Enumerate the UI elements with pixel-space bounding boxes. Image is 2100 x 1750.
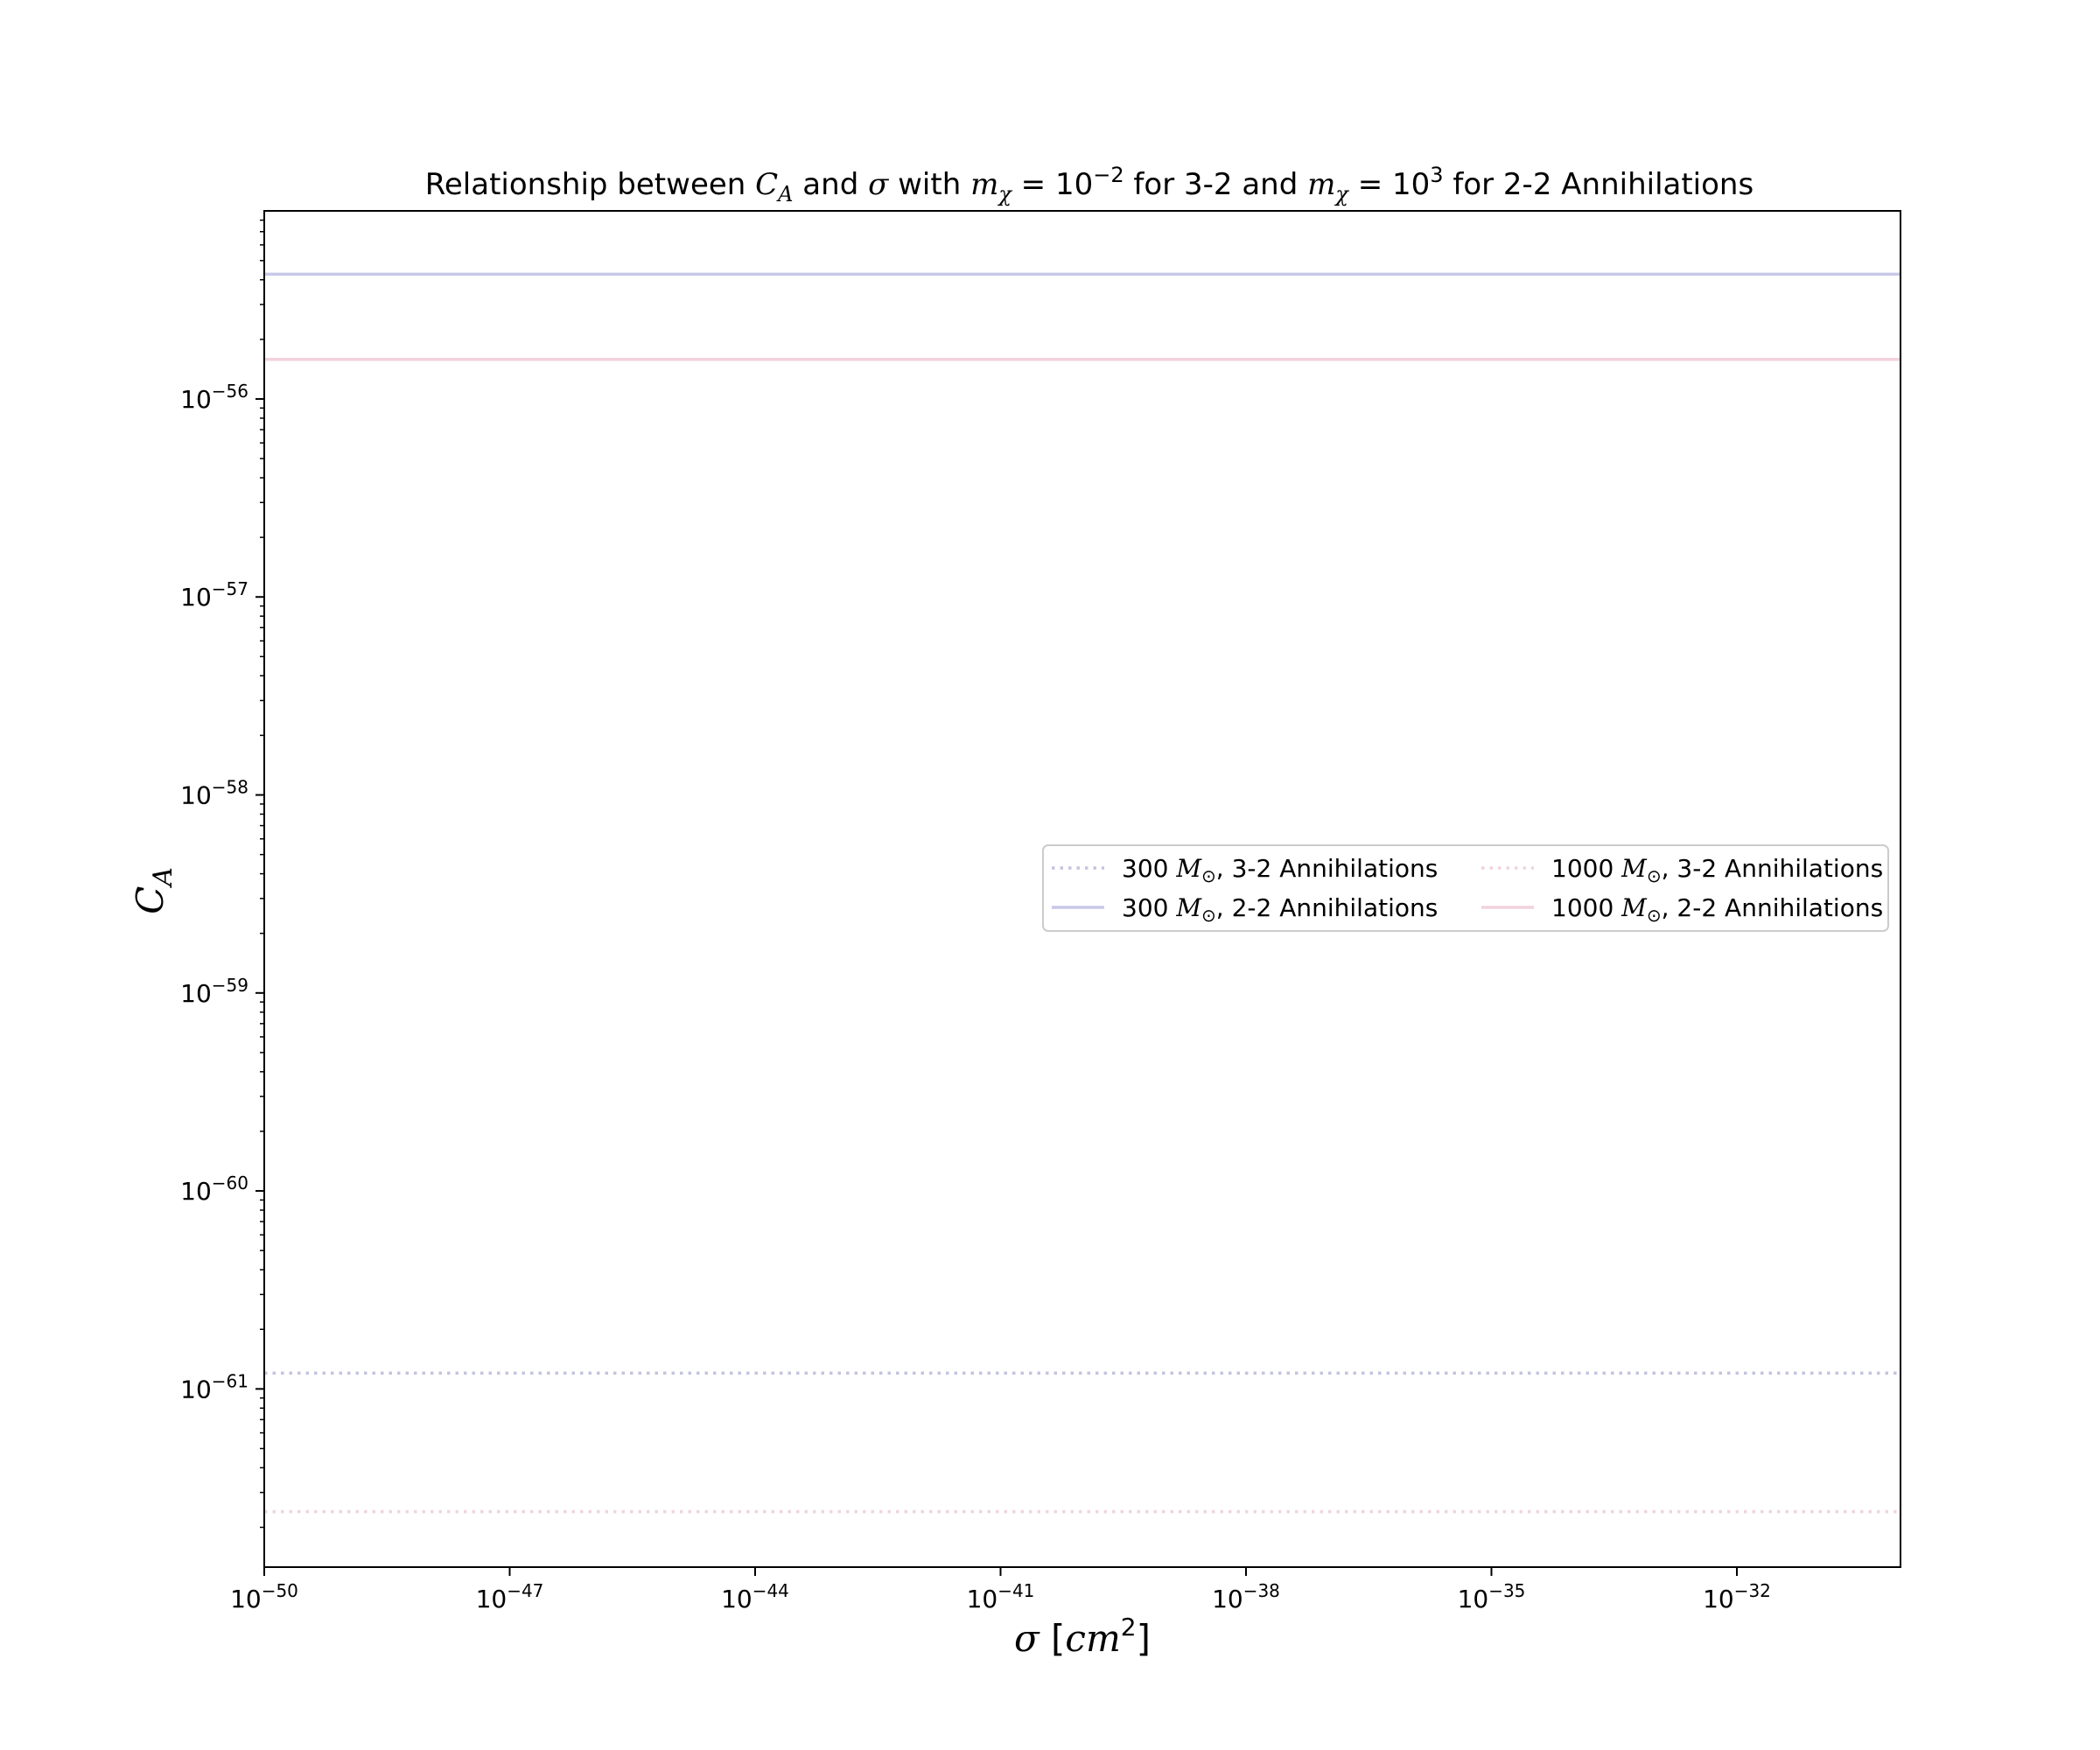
x-tick-label: 10−32 — [1703, 1580, 1771, 1614]
legend-label-1000-2-2: 1000 M⊙, 2-2 Annihilations — [1551, 893, 1883, 926]
x-tick-label: 10−44 — [721, 1580, 789, 1614]
y-tick-label: 10−59 — [180, 975, 248, 1008]
y-tick-label: 10−58 — [180, 777, 248, 810]
x-tick-label: 10−41 — [967, 1580, 1035, 1614]
chart-title: Relationship between CA and σ with mχ = … — [425, 163, 1754, 206]
legend-label-1000-3-2: 1000 M⊙, 3-2 Annihilations — [1551, 854, 1883, 886]
legend-box — [1042, 844, 1889, 932]
x-tick-label: 10−35 — [1458, 1580, 1526, 1614]
y-tick-label: 10−56 — [180, 381, 248, 414]
x-ticks: 10−50 10−47 10−44 10−41 10−38 10−35 10−32 — [230, 1567, 1771, 1614]
legend: 300 M⊙, 3-2 Annihilations 300 M⊙, 2-2 An… — [1042, 844, 1889, 932]
series-layer — [264, 272, 1900, 1514]
y-tick-label: 10−57 — [180, 578, 248, 612]
x-tick-label: 10−47 — [476, 1580, 544, 1614]
x-tick-label: 10−38 — [1212, 1580, 1280, 1614]
plot-frame — [263, 210, 1901, 1568]
y-axis-label: CA — [129, 867, 178, 914]
legend-label-300-2-2: 300 M⊙, 2-2 Annihilations — [1122, 893, 1438, 926]
x-tick-label: 10−50 — [230, 1580, 298, 1614]
legend-label-300-3-2: 300 M⊙, 3-2 Annihilations — [1122, 854, 1438, 886]
x-axis-label: σ [cm2] — [1014, 1613, 1151, 1660]
legend-samples — [1052, 866, 1534, 909]
y-tick-label: 10−60 — [180, 1172, 248, 1206]
y-ticks: 10−56 10−57 10−58 10−59 10−60 10−61 — [180, 219, 264, 1529]
y-tick-label: 10−61 — [180, 1370, 248, 1404]
